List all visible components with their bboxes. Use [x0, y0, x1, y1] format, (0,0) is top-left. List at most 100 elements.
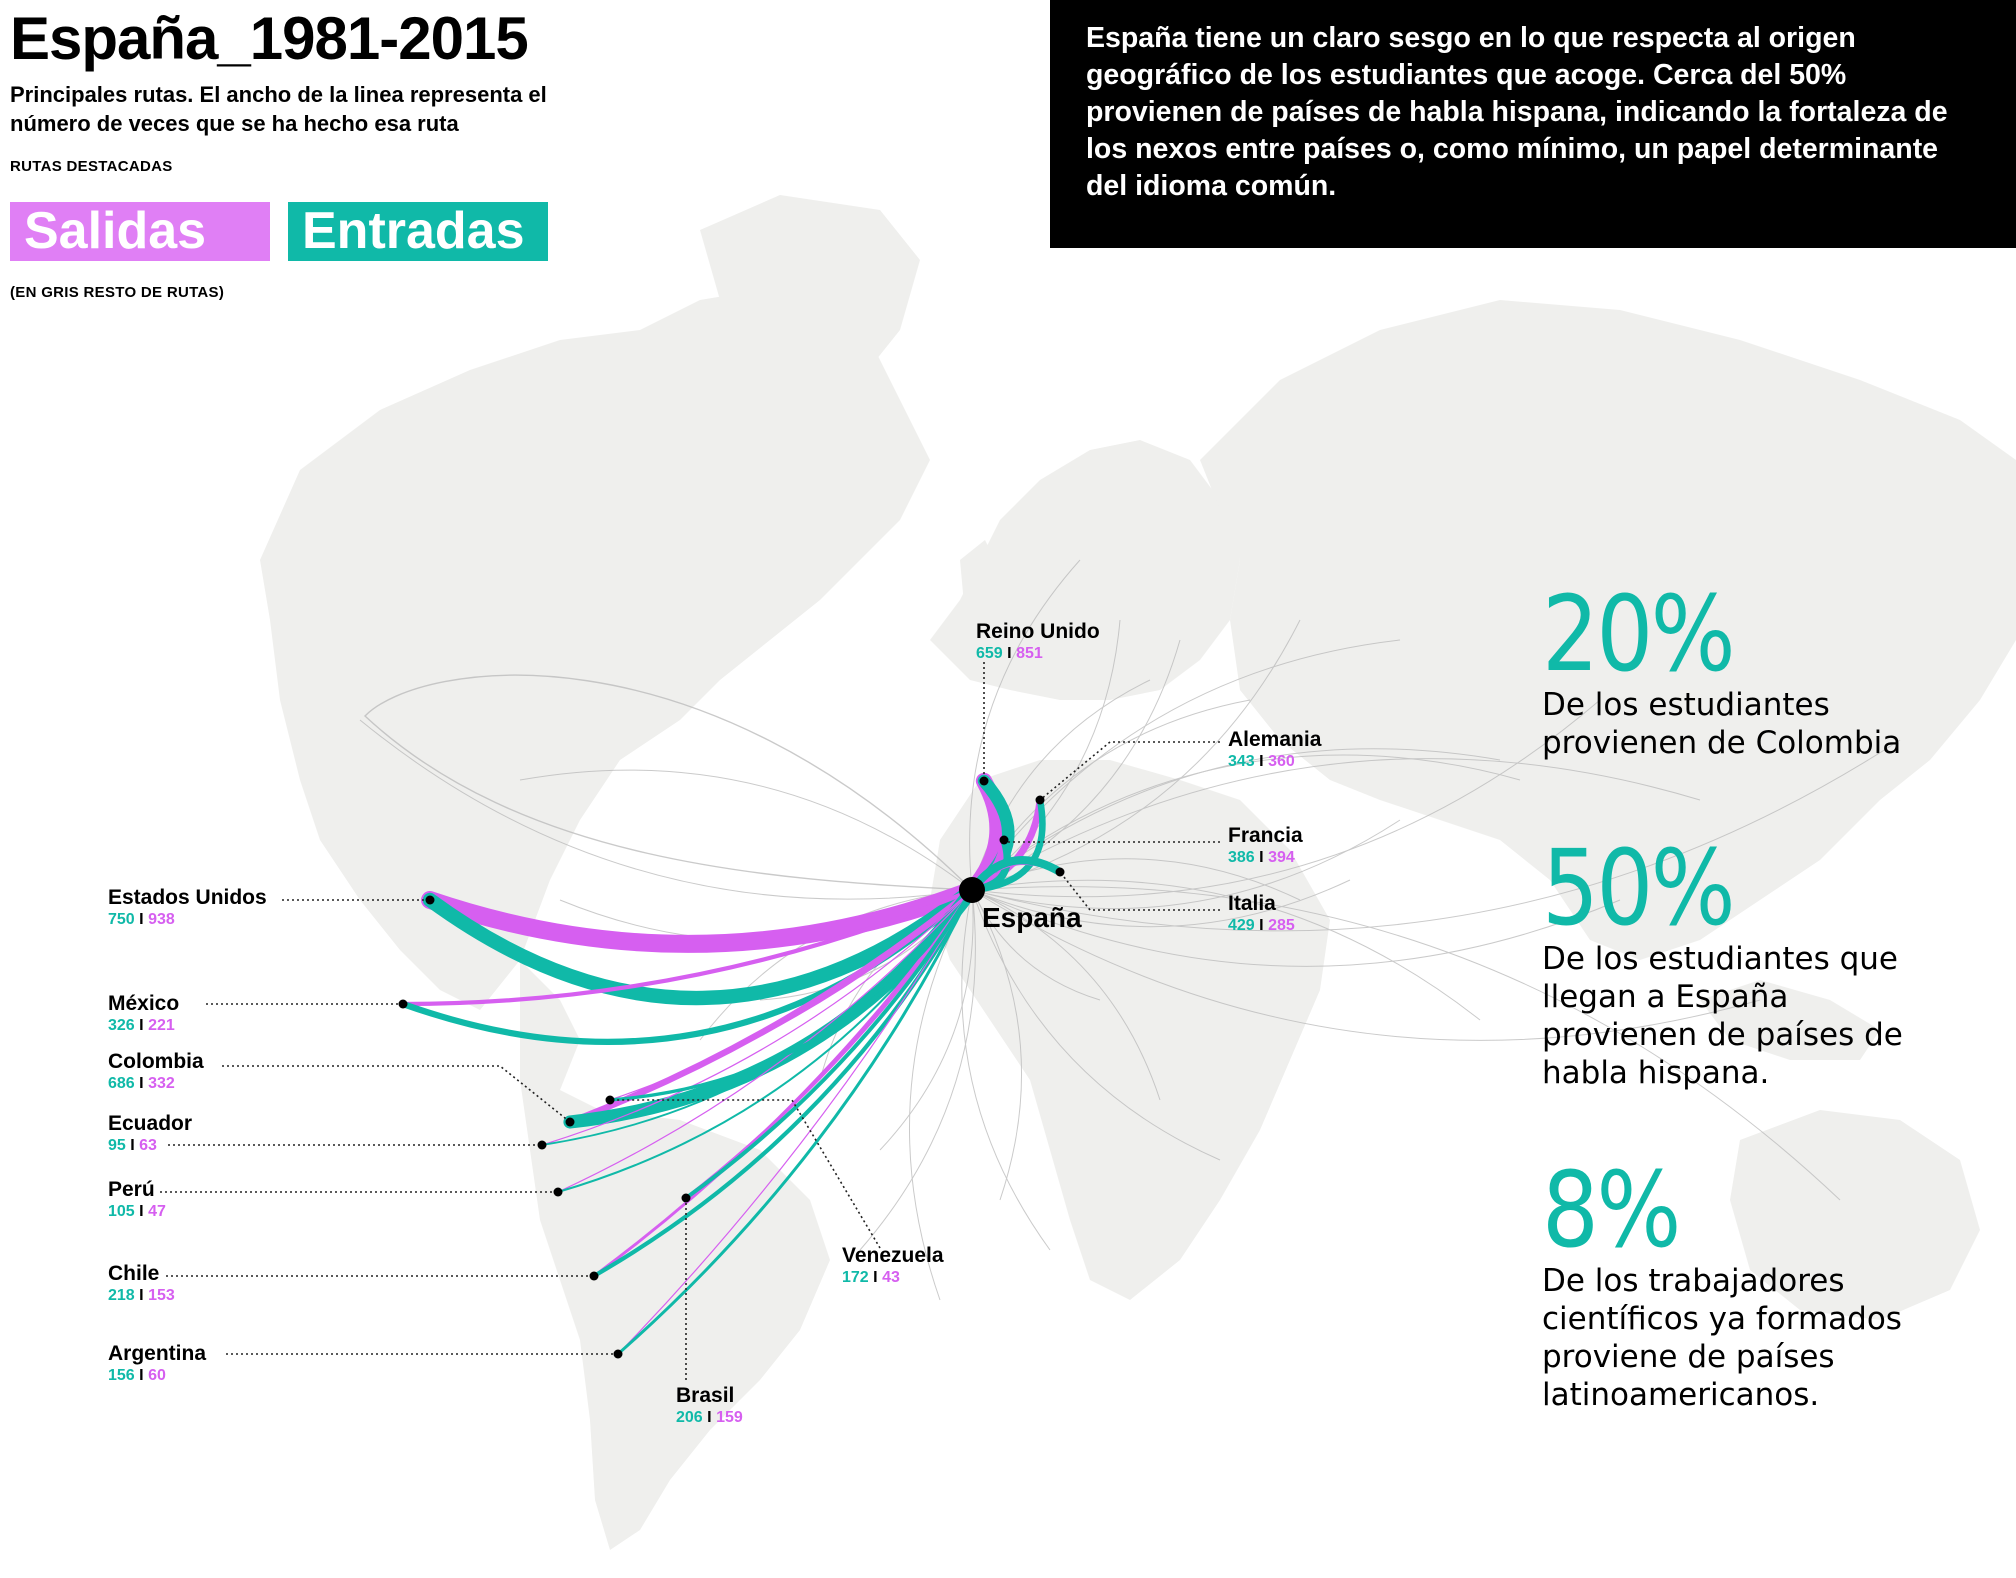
stat-text: De los trabajadores científicos ya forma… — [1542, 1263, 1902, 1413]
stat-text: De los estudiantes que llegan a España p… — [1542, 941, 1903, 1091]
dot-venezuela — [605, 1095, 615, 1105]
land-australia — [1730, 1110, 1980, 1320]
country-name: México — [108, 992, 180, 1015]
land-north-america — [260, 290, 930, 1010]
salidas-value: 332 — [148, 1075, 175, 1092]
intro-box: España tiene un claro sesgo en lo que re… — [1050, 0, 2016, 248]
page-title: España_1981-2015 — [10, 5, 529, 72]
label-ecuador: Ecuador 95 I 63 — [108, 1112, 192, 1156]
label-alemania: Alemania 343 I 360 — [1228, 728, 1321, 772]
country-name: Argentina — [108, 1342, 207, 1365]
other-route — [971, 879, 1351, 928]
other-route — [971, 889, 1221, 1161]
value-separator: I — [1259, 753, 1264, 770]
value-separator: I — [139, 1367, 144, 1384]
entradas-route-argentina — [616, 888, 974, 1356]
land-southeast-asia — [1700, 980, 1880, 1060]
label-colombia: Colombia 686 I 332 — [108, 1050, 204, 1094]
stat-colombia: 20% De los estudiantes provienen de Colo… — [1542, 582, 1942, 762]
country-name: Brasil — [676, 1384, 735, 1407]
label-estados-unidos: Estados Unidos 750 I 938 — [108, 886, 267, 930]
land-south-america — [520, 960, 830, 1550]
entradas-value: 343 — [1228, 753, 1255, 770]
dot-chile — [589, 1271, 599, 1281]
other-route — [879, 889, 974, 1151]
salidas-value: 285 — [1268, 917, 1295, 934]
entradas-value: 156 — [108, 1367, 135, 1384]
country-name: Alemania — [1228, 728, 1322, 751]
dot-italia — [1055, 867, 1065, 877]
country-name: Estados Unidos — [108, 886, 267, 909]
entradas-route-chile — [591, 887, 975, 1279]
highlighted-routes — [399, 772, 1065, 1356]
stat-text: De los estudiantes provienen de Colombia — [1542, 687, 1902, 761]
value-separator: I — [139, 1075, 144, 1092]
other-route — [971, 639, 1401, 891]
stat-scientists: 8% De los trabajadores científicos ya fo… — [1542, 1158, 1912, 1414]
value-separator: I — [139, 1203, 144, 1220]
dot-peru — [553, 1187, 563, 1197]
other-route — [971, 889, 1022, 1201]
salidas-route-ecuador — [541, 889, 973, 1146]
value-separator: I — [139, 1287, 144, 1304]
other-route — [971, 886, 1841, 1201]
other-route — [971, 699, 1601, 898]
label-mexico: México 326 I 221 — [108, 992, 179, 1036]
salidas-value: 43 — [882, 1269, 900, 1286]
entradas-value: 326 — [108, 1017, 135, 1034]
country-name: Reino Unido — [976, 620, 1100, 643]
other-route — [971, 739, 1901, 932]
value-separator: I — [707, 1409, 712, 1426]
other-route — [859, 889, 976, 1251]
page-subtitle: Principales rutas. El ancho de la linea … — [10, 82, 547, 136]
salidas-value: 221 — [148, 1017, 175, 1034]
dot-francia — [999, 835, 1009, 845]
other-route — [971, 754, 1521, 891]
spain-hub-dot — [959, 877, 985, 903]
entradas-value: 172 — [842, 1269, 869, 1286]
entradas-route-venezuela — [608, 888, 974, 1102]
label-italia: Italia 429 I 285 — [1228, 892, 1295, 936]
value-separator: I — [1259, 849, 1264, 866]
dot-alemania — [1035, 795, 1045, 805]
dot-reino-unido — [979, 776, 989, 786]
salidas-route-estados-unidos — [421, 881, 981, 953]
country-name: Chile — [108, 1262, 160, 1285]
hub-label-espana: España — [982, 902, 1082, 933]
salidas-value: 63 — [139, 1137, 157, 1154]
dot-argentina — [613, 1349, 623, 1359]
dot-ecuador — [537, 1140, 547, 1150]
country-name: Colombia — [108, 1050, 204, 1073]
stat-hispanic: 50% De los estudiantes que llegan a Espa… — [1542, 836, 1942, 1092]
label-venezuela: Venezuela 172 I 43 — [842, 1244, 944, 1288]
other-route — [969, 559, 1081, 891]
label-reino-unido: Reino Unido 659 I 851 — [976, 620, 1100, 664]
stat-value: 20% — [1542, 573, 1736, 695]
other-route — [971, 758, 1701, 891]
legend-salidas: Salidas — [10, 202, 270, 261]
country-name: Venezuela — [842, 1244, 944, 1267]
other-route — [363, 674, 973, 891]
other-route — [971, 889, 1621, 967]
stat-value: 8% — [1542, 1149, 1681, 1271]
leader-line — [1059, 871, 1220, 911]
salidas-value: 60 — [148, 1367, 166, 1384]
legend-note: (EN GRIS RESTO DE RUTAS) — [10, 284, 225, 301]
other-route — [971, 619, 1301, 891]
land-europe — [930, 440, 1240, 700]
salidas-route-mexico — [400, 887, 975, 1007]
entradas-value: 95 — [108, 1137, 126, 1154]
value-separator: I — [1259, 917, 1264, 934]
value-separator: I — [139, 911, 144, 928]
entradas-value: 686 — [108, 1075, 135, 1092]
other-route — [971, 889, 1761, 1041]
land-greenland — [700, 195, 920, 400]
label-peru: Perú 105 I 47 — [108, 1178, 166, 1222]
legend-heading: RUTAS DESTACADAS — [10, 158, 173, 175]
entradas-route-brasil — [684, 888, 974, 1200]
entradas-value: 659 — [976, 645, 1003, 662]
other-route — [971, 879, 1481, 1021]
country-dots — [398, 776, 1065, 1359]
country-name: Ecuador — [108, 1112, 193, 1135]
